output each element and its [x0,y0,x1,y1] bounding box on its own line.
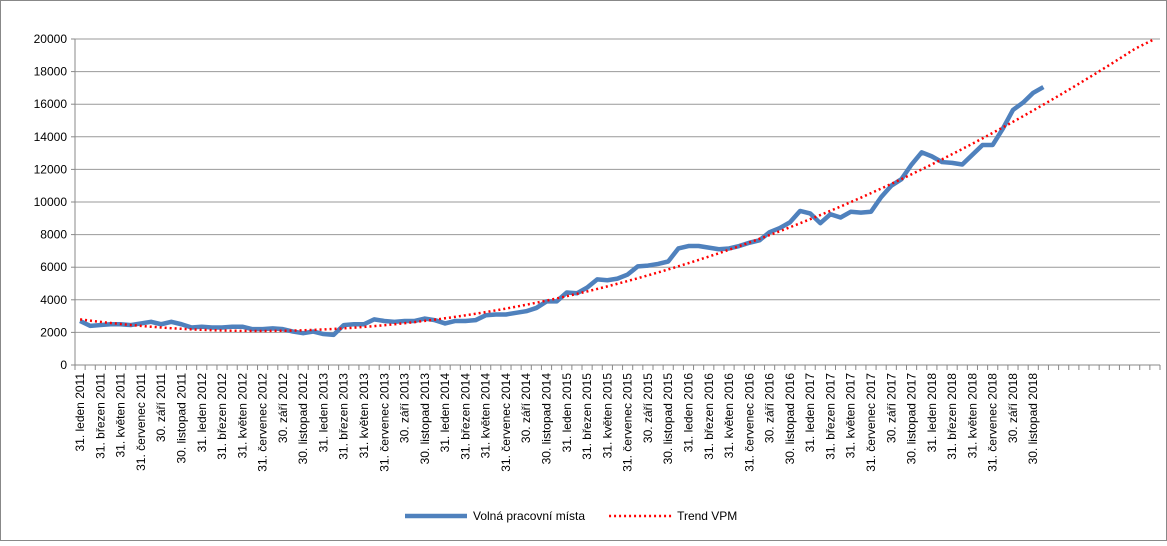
x-tick-label: 31. leden 2018 [925,373,939,453]
y-tick-label: 20000 [34,32,68,46]
y-tick-label: 8000 [40,228,67,242]
x-tick-label: 30. září 2014 [519,373,533,443]
y-tick-label: 10000 [34,195,68,209]
x-tick-label: 31. březen 2014 [458,373,472,460]
x-tick-label: 31. květen 2013 [357,373,371,459]
x-tick-label: 31. leden 2014 [438,373,452,453]
x-tick-label: 31. červenec 2014 [499,373,513,472]
x-tick-label: 31. květen 2016 [722,373,736,459]
x-tick-label: 31. leden 2012 [195,373,209,453]
x-tick-label: 31. květen 2011 [114,373,128,458]
x-tick-label: 31. červenec 2011 [134,373,148,471]
x-tick-label: 31. květen 2018 [965,373,979,459]
x-tick-label: 31. leden 2011 [73,373,87,452]
x-tick-label: 30. září 2013 [398,373,412,443]
y-tick-label: 4000 [40,293,67,307]
x-tick-label: 30. listopad 2014 [540,373,554,465]
y-tick-label: 16000 [34,97,68,111]
x-tick-label: 30. září 2017 [884,373,898,443]
x-tick-label: 31. leden 2015 [560,373,574,453]
legend-label: Volná pracovní místa [473,509,585,523]
x-tick-label: 31. březen 2018 [945,373,959,460]
y-tick-label: 0 [60,358,67,372]
x-tick-label: 31. leden 2016 [681,373,695,453]
x-tick-label: 30. listopad 2017 [905,373,919,465]
x-tick-label: 31. červenec 2015 [621,373,635,472]
x-tick-label: 31. březen 2015 [580,373,594,460]
x-tick-label: 30. listopad 2012 [296,373,310,465]
x-tick-label: 31. červenec 2018 [986,373,1000,472]
x-tick-label: 31. březen 2013 [337,373,351,460]
x-tick-label: 31. březen 2011 [93,373,107,459]
x-tick-label: 30. listopad 2015 [661,373,675,465]
x-tick-label: 31. květen 2014 [479,373,493,459]
y-tick-label: 12000 [34,162,68,176]
x-tick-label: 31. leden 2013 [316,373,330,453]
y-tick-label: 6000 [40,260,67,274]
y-tick-label: 18000 [34,65,68,79]
series-line [79,85,1045,338]
x-tick-label: 31. červenec 2016 [742,373,756,472]
x-tick-label: 31. leden 2017 [803,373,817,453]
x-tick-label: 31. březen 2012 [215,373,229,460]
x-tick-label: 31. červenec 2013 [377,373,391,472]
x-tick-label: 30. září 2015 [641,373,655,443]
x-tick-label: 31. březen 2017 [823,373,837,460]
x-tick-label: 31. březen 2016 [702,373,716,460]
y-tick-label: 2000 [40,325,67,339]
x-tick-label: 30. listopad 2013 [418,373,432,465]
x-tick-label: 30. září 2018 [1006,373,1020,443]
legend-label: Trend VPM [677,509,737,523]
x-tick-label: 30. listopad 2016 [783,373,797,465]
y-tick-label: 14000 [34,130,68,144]
x-tick-label: 30. listopad 2011 [174,373,188,464]
x-tick-label: 31. květen 2012 [235,373,249,459]
x-tick-label: 30. září 2012 [276,373,290,443]
x-tick-label: 30. listopad 2018 [1026,373,1040,465]
x-tick-label: 31. květen 2015 [600,373,614,459]
x-tick-label: 31. červenec 2012 [256,373,270,472]
x-tick-label: 30. září 2016 [763,373,777,443]
x-tick-label: 30. září 2011 [154,373,168,442]
x-tick-label: 31. červenec 2017 [864,373,878,472]
x-tick-label: 31. květen 2017 [844,373,858,459]
